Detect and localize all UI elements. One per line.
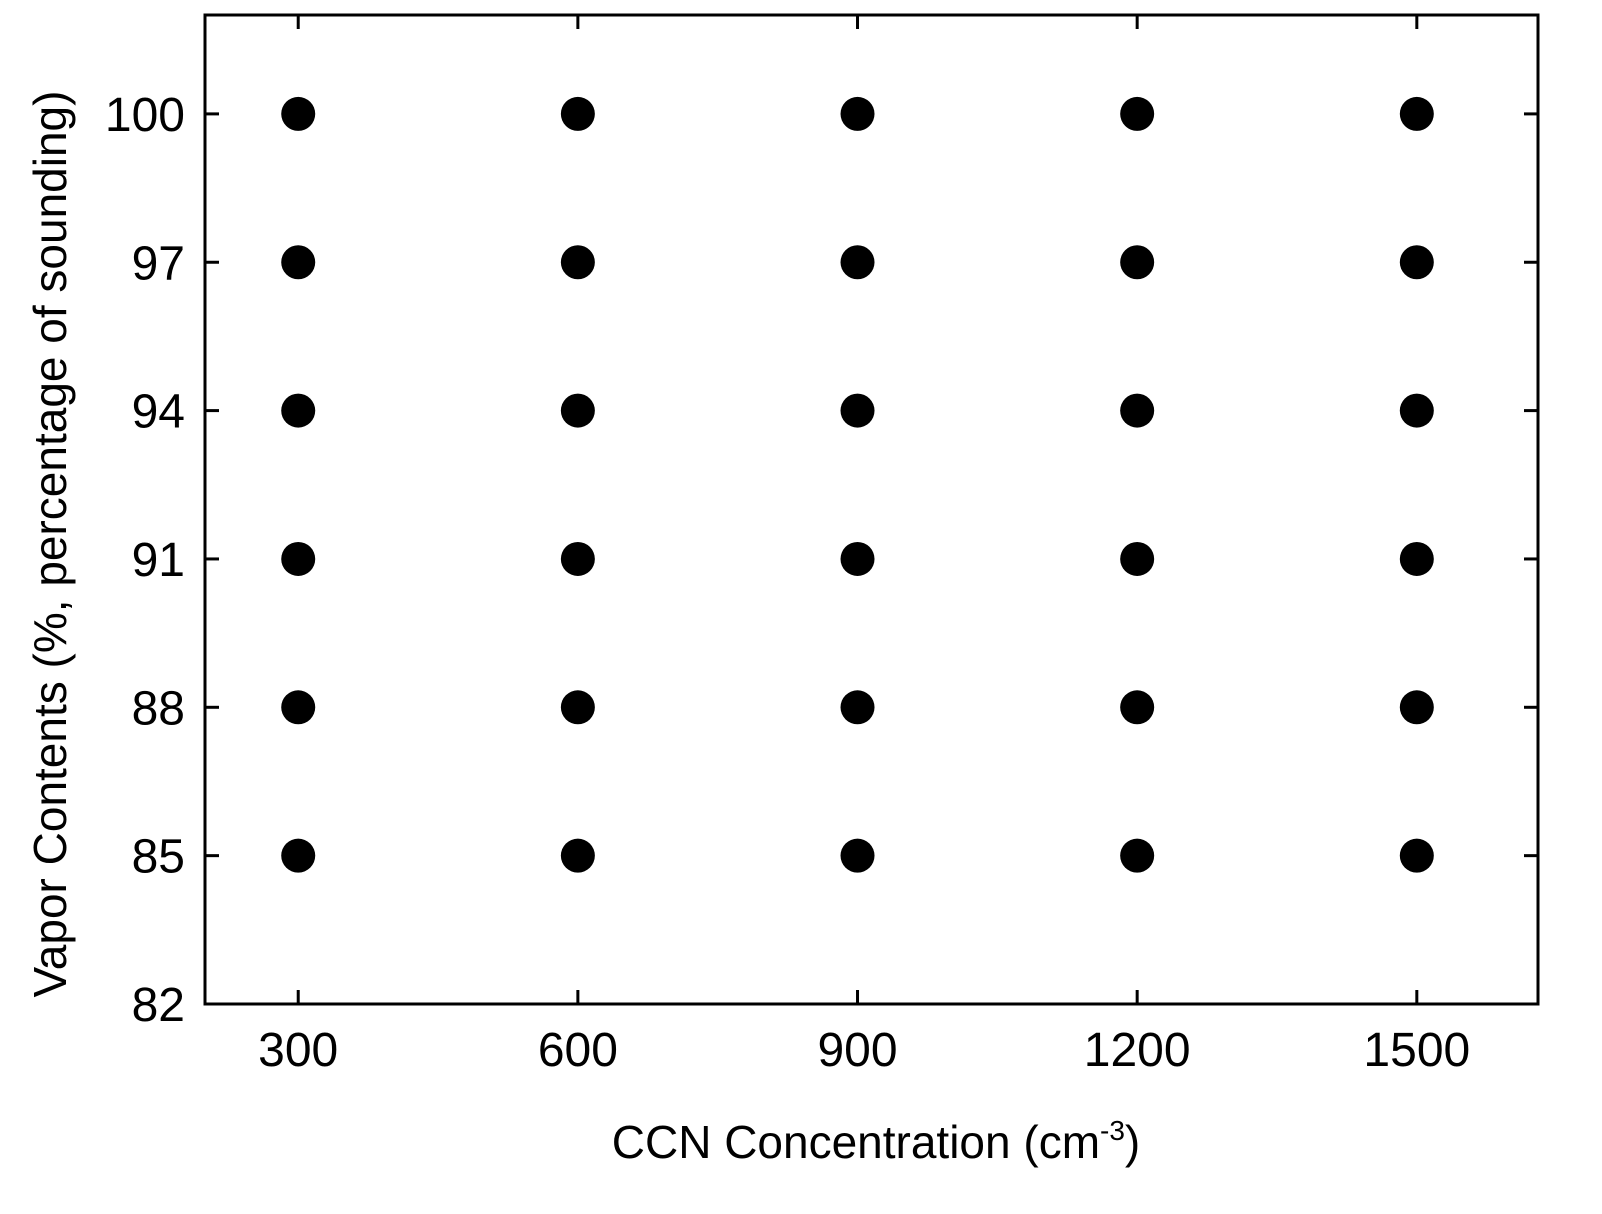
data-point (560, 96, 595, 131)
x-axis-label-text: CCN Concentration (cm (612, 1116, 1100, 1168)
data-point (1399, 393, 1434, 428)
data-point (1399, 245, 1434, 280)
data-point (1399, 838, 1434, 873)
y-tick-label: 94 (132, 386, 185, 439)
data-point (281, 245, 316, 280)
y-tick-label: 85 (132, 831, 185, 884)
data-point (1120, 838, 1155, 873)
x-tick-label: 1200 (1084, 1024, 1191, 1077)
data-point (281, 96, 316, 131)
x-axis-label-superscript: -3 (1100, 1115, 1125, 1146)
data-point (281, 838, 316, 873)
data-point (281, 541, 316, 576)
y-tick-label: 91 (132, 534, 185, 587)
data-point (1120, 96, 1155, 131)
data-point (560, 690, 595, 725)
y-axis-label: Vapor Contents (%, percentage of soundin… (24, 91, 76, 998)
data-point (1120, 541, 1155, 576)
data-point (281, 393, 316, 428)
x-axis-label-suffix: ) (1125, 1116, 1140, 1168)
x-tick-label: 900 (817, 1024, 897, 1077)
data-point (560, 245, 595, 280)
data-point (1399, 690, 1434, 725)
data-point (840, 96, 875, 131)
x-axis-label: CCN Concentration (cm-3) (612, 1115, 1141, 1168)
x-tick-label: 300 (258, 1024, 338, 1077)
data-point (840, 245, 875, 280)
y-tick-label: 97 (132, 237, 185, 290)
y-tick-label: 82 (132, 979, 185, 1032)
data-point (560, 838, 595, 873)
x-tick-labels: 300 600 900 1200 1500 (258, 1024, 1470, 1077)
data-point (1399, 541, 1434, 576)
data-point (560, 393, 595, 428)
data-point (560, 541, 595, 576)
y-tick-label: 100 (105, 89, 185, 142)
x-tick-label: 600 (538, 1024, 618, 1077)
data-point (840, 393, 875, 428)
data-point (1120, 690, 1155, 725)
data-points (281, 96, 1434, 873)
data-point (1120, 245, 1155, 280)
y-tick-label: 88 (132, 682, 185, 735)
data-point (840, 541, 875, 576)
data-point (1399, 96, 1434, 131)
y-tick-labels: 82 85 88 91 94 97 100 (105, 89, 185, 1032)
data-point (1120, 393, 1155, 428)
data-point (840, 838, 875, 873)
plot-frame (203, 13, 1540, 1006)
data-point (281, 690, 316, 725)
data-point (840, 690, 875, 725)
x-tick-label: 1500 (1363, 1024, 1470, 1077)
